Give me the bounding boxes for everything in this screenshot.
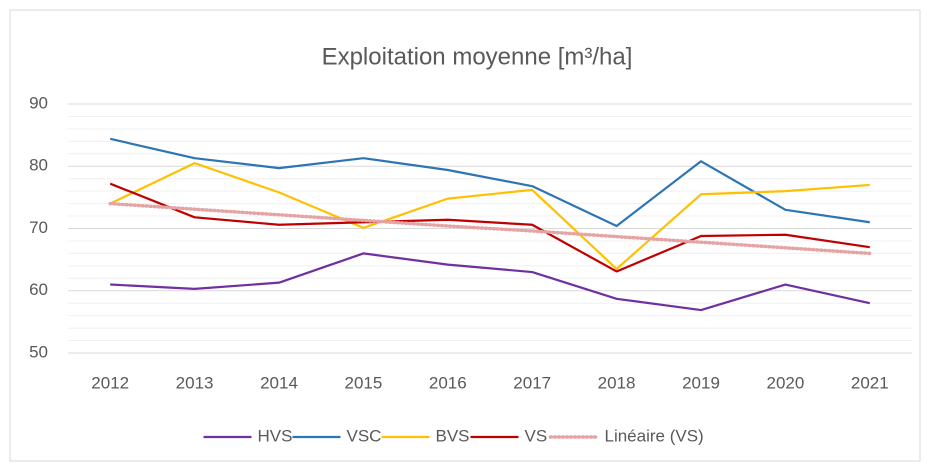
x-tick-label: 2017: [513, 373, 551, 392]
x-tick-label: 2021: [851, 373, 889, 392]
trend-line: [108, 201, 872, 256]
x-tick-label: 2020: [766, 373, 804, 392]
y-tick-label: 60: [29, 280, 48, 299]
x-tick-label: 2014: [260, 373, 298, 392]
legend-label: HVS: [258, 426, 293, 445]
legend-label: VS: [525, 426, 548, 445]
series-line: [109, 182, 870, 273]
legend-label: VSC: [347, 426, 382, 445]
y-tick-label: 50: [29, 342, 48, 361]
x-tick-label: 2012: [91, 373, 129, 392]
series-line: [110, 252, 871, 312]
series-line: [109, 162, 870, 271]
x-tick-label: 2015: [344, 373, 382, 392]
x-tick-label: 2016: [429, 373, 467, 392]
x-tick-label: 2013: [176, 373, 214, 392]
x-tick-label: 2019: [682, 373, 720, 392]
legend-label: Linéaire (VS): [605, 426, 704, 445]
y-tick-label: 90: [29, 93, 48, 112]
x-tick-label: 2018: [598, 373, 636, 392]
series-line: [109, 137, 870, 228]
y-tick-label: 70: [29, 218, 48, 237]
y-tick-label: 80: [29, 156, 48, 175]
chart-title: Exploitation moyenne [m³/ha]: [322, 43, 633, 70]
legend-label: BVS: [436, 426, 470, 445]
